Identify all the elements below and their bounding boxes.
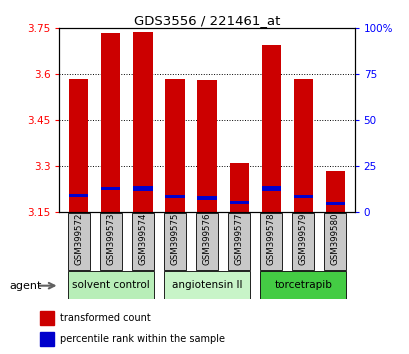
Bar xyxy=(228,213,249,270)
Text: angiotensin II: angiotensin II xyxy=(171,280,242,290)
Bar xyxy=(165,195,184,198)
Bar xyxy=(229,163,248,212)
Bar xyxy=(260,272,346,298)
Bar xyxy=(293,79,312,212)
Text: GSM399573: GSM399573 xyxy=(106,212,115,265)
Bar xyxy=(325,202,344,205)
Bar xyxy=(69,194,88,198)
Bar xyxy=(132,213,153,270)
Bar xyxy=(165,79,184,212)
Bar xyxy=(40,311,54,325)
Text: torcetrapib: torcetrapib xyxy=(274,280,331,290)
Bar xyxy=(197,80,216,212)
Text: GSM399572: GSM399572 xyxy=(74,212,83,265)
Bar xyxy=(67,213,90,270)
Bar xyxy=(261,45,280,212)
Bar xyxy=(293,195,312,198)
Bar xyxy=(69,79,88,212)
Bar xyxy=(229,201,248,204)
Bar xyxy=(101,187,120,190)
Bar xyxy=(325,171,344,212)
Bar xyxy=(67,272,153,298)
Bar xyxy=(261,186,280,190)
Text: GSM399574: GSM399574 xyxy=(138,212,147,265)
Bar xyxy=(324,213,346,270)
Text: GSM399579: GSM399579 xyxy=(298,212,307,265)
Bar xyxy=(133,186,152,190)
Bar xyxy=(292,213,313,270)
Text: transformed count: transformed count xyxy=(61,313,151,323)
Text: GSM399580: GSM399580 xyxy=(330,212,339,265)
Text: GSM399578: GSM399578 xyxy=(266,212,275,265)
Bar xyxy=(133,32,152,212)
Bar xyxy=(40,332,54,346)
Bar xyxy=(100,213,121,270)
Text: GSM399575: GSM399575 xyxy=(170,212,179,265)
Text: GSM399576: GSM399576 xyxy=(202,212,211,265)
Title: GDS3556 / 221461_at: GDS3556 / 221461_at xyxy=(133,14,280,27)
Text: GSM399577: GSM399577 xyxy=(234,212,243,265)
Bar xyxy=(260,213,281,270)
Bar xyxy=(196,213,218,270)
Bar xyxy=(197,196,216,200)
Bar xyxy=(164,213,185,270)
Bar xyxy=(101,33,120,212)
Bar xyxy=(164,272,249,298)
Text: agent: agent xyxy=(9,281,41,291)
Text: solvent control: solvent control xyxy=(72,280,149,290)
Text: percentile rank within the sample: percentile rank within the sample xyxy=(61,334,225,344)
